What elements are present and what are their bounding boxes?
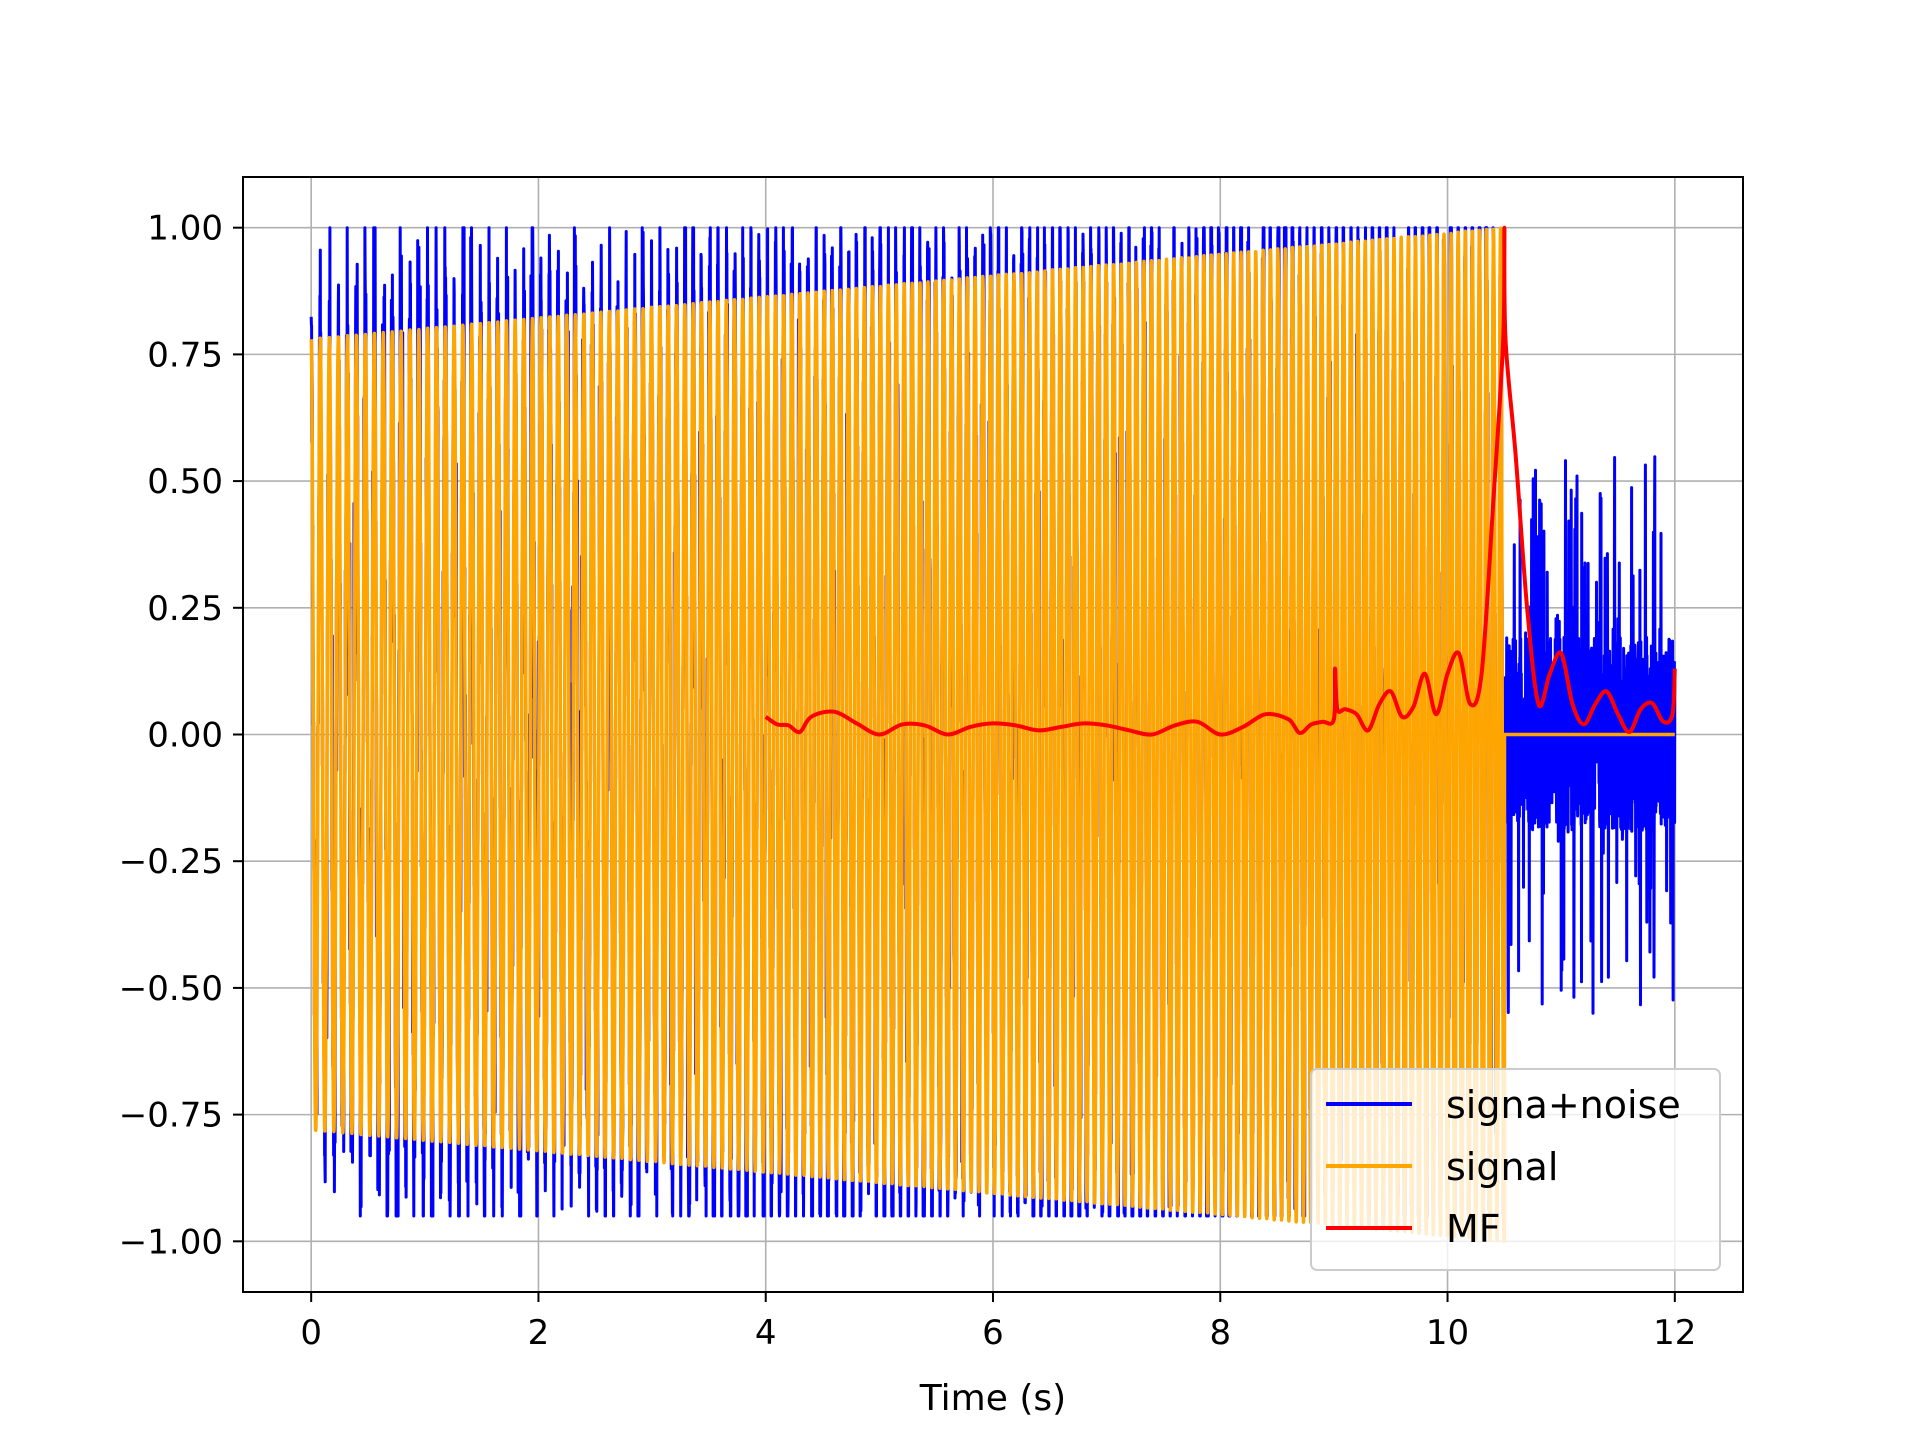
x-tick-label: 8 xyxy=(1209,1313,1231,1353)
y-axis: −1.00 −0.75 −0.50 −0.25 0.00 0.25 0.50 0.75 1.00 xyxy=(119,209,243,1262)
y-tick-label: 0.75 xyxy=(147,335,223,375)
x-tick-label: 2 xyxy=(528,1313,550,1353)
x-tick-label: 4 xyxy=(755,1313,777,1353)
y-tick-label: 0.25 xyxy=(147,589,223,629)
y-tick-label: 1.00 xyxy=(147,209,223,249)
x-tick-label: 10 xyxy=(1426,1313,1469,1353)
y-tick-label: −0.25 xyxy=(119,842,223,882)
legend-box xyxy=(1310,1068,1721,1271)
x-tick-label: 6 xyxy=(982,1313,1004,1353)
y-tick-label: 0.00 xyxy=(147,716,223,756)
x-axis-label: Time (s) xyxy=(919,1378,1066,1419)
y-tick-label: 0.50 xyxy=(147,462,223,502)
legend-label-signal: signal xyxy=(1446,1145,1558,1189)
legend: signa+noise signal MF xyxy=(1310,1068,1721,1271)
legend-label-signal-noise: signa+noise xyxy=(1446,1083,1681,1127)
series-mf-line xyxy=(764,225,1677,737)
y-tick-label: −0.50 xyxy=(119,969,223,1009)
x-tick-label: 12 xyxy=(1653,1313,1696,1353)
x-tick-label: 0 xyxy=(300,1313,322,1353)
legend-label-mf: MF xyxy=(1446,1207,1501,1251)
x-axis: 0 2 4 6 8 10 12 xyxy=(300,1292,1696,1353)
y-tick-label: −0.75 xyxy=(119,1096,223,1136)
y-tick-label: −1.00 xyxy=(119,1222,223,1262)
